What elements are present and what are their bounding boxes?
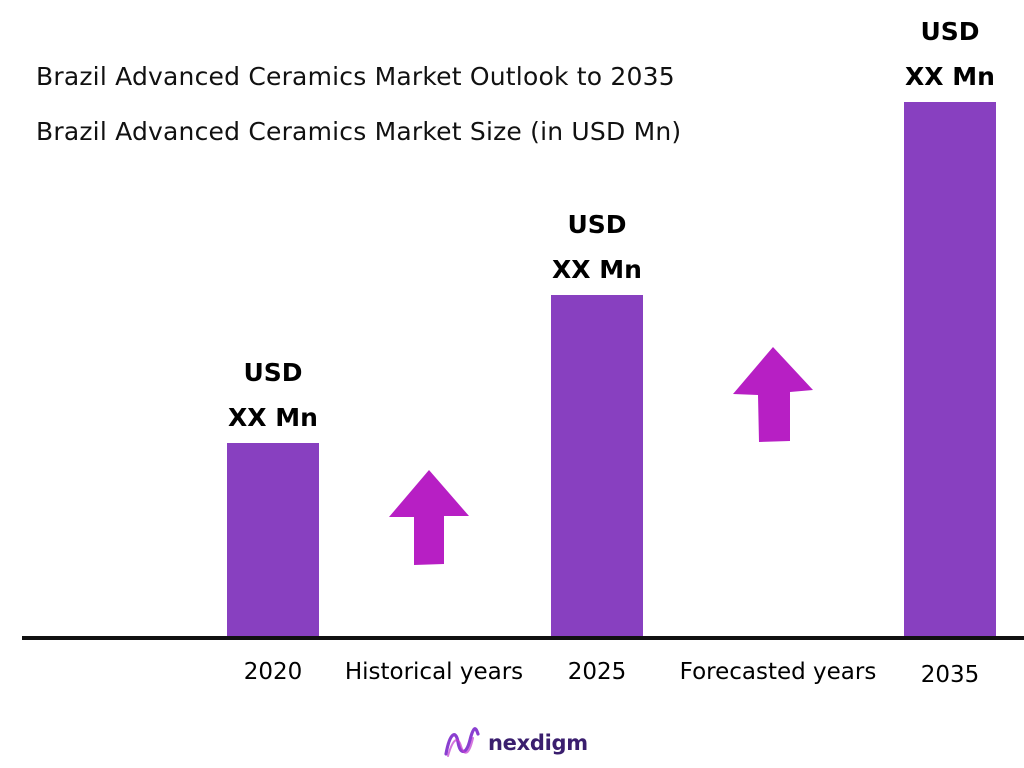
bar-2035	[904, 101, 996, 638]
period-label-forecasted: Forecasted years	[679, 659, 877, 685]
growth-arrow-historical-icon	[389, 470, 469, 565]
nexdigm-logo-icon	[444, 727, 480, 757]
chart-title: Brazil Advanced Ceramics Market Outlook …	[36, 62, 675, 91]
bar-2020	[227, 443, 319, 638]
x-tick-label-2020: 2020	[243, 659, 303, 685]
x-tick-label-2025: 2025	[567, 659, 627, 685]
bar-value-label-amount-2020: XX Mn	[228, 403, 318, 432]
period-label-historical: Historical years	[344, 659, 524, 685]
bar-value-label-amount-2035: XX Mn	[905, 61, 995, 91]
bar-value-label-currency-2035: USD	[920, 16, 980, 46]
bar-value-label-currency-2020: USD	[243, 358, 303, 387]
growth-arrow-forecast-icon	[733, 347, 813, 442]
x-tick-label-2035: 2035	[920, 662, 980, 688]
bar-value-label-currency-2025: USD	[567, 209, 627, 239]
bar-value-label-amount-2025: XX Mn	[552, 254, 642, 284]
chart-subtitle: Brazil Advanced Ceramics Market Size (in…	[36, 117, 682, 146]
x-axis-baseline	[22, 636, 1024, 640]
bar-2025	[551, 294, 643, 638]
brand-logo: nexdigm	[444, 725, 588, 761]
brand-name: nexdigm	[488, 731, 588, 755]
